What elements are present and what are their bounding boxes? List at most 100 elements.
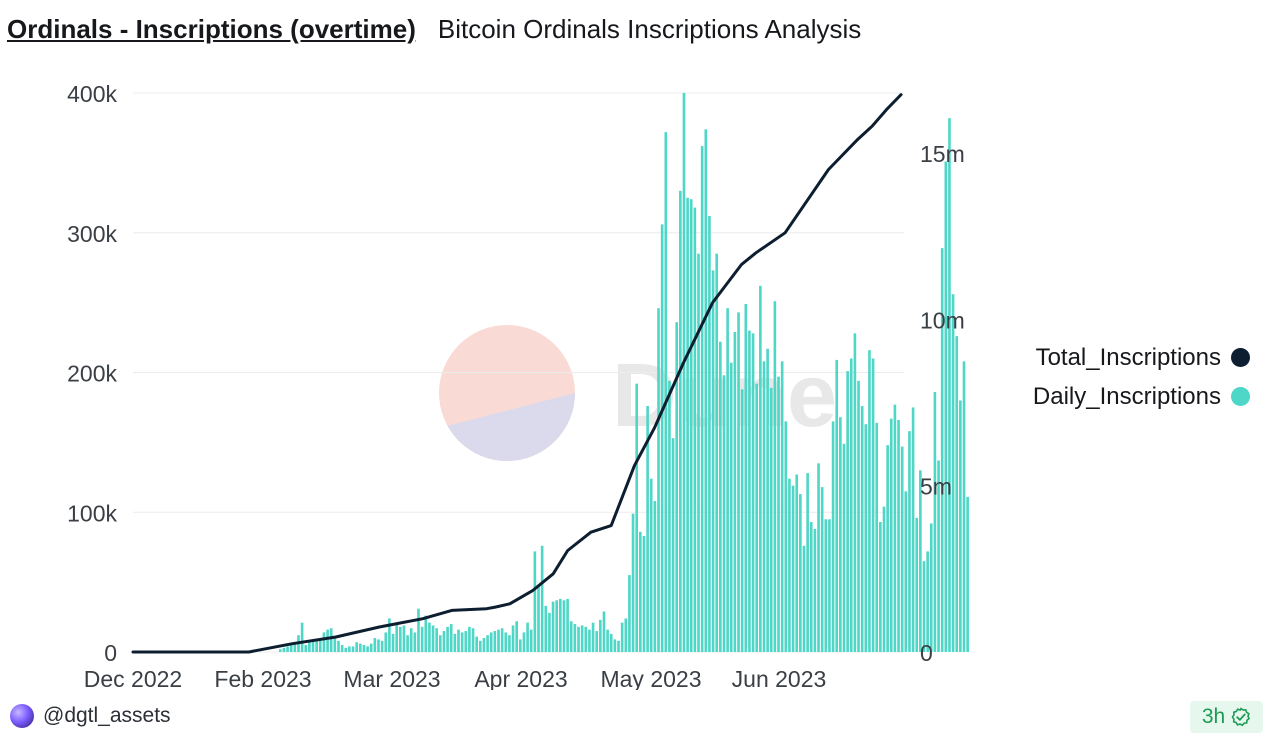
legend-dot-daily-icon bbox=[1231, 387, 1250, 406]
daily-bar bbox=[464, 631, 468, 652]
daily-bar bbox=[697, 253, 700, 652]
x-tick-label: Dec 2022 bbox=[84, 666, 182, 690]
daily-bar bbox=[395, 624, 398, 652]
daily-bar bbox=[959, 400, 962, 652]
daily-bar bbox=[344, 647, 348, 652]
daily-bar bbox=[348, 646, 351, 652]
daily-bar bbox=[820, 487, 824, 652]
author-link[interactable]: @dgtl_assets bbox=[10, 704, 171, 728]
daily-bar bbox=[766, 348, 769, 652]
daily-bar bbox=[806, 473, 809, 652]
daily-bar bbox=[366, 646, 369, 652]
daily-bar bbox=[904, 491, 908, 652]
check-circle-icon bbox=[1231, 707, 1251, 727]
daily-bar bbox=[337, 640, 340, 652]
daily-bar bbox=[449, 624, 453, 652]
daily-bar bbox=[755, 383, 759, 652]
x-tick-label: Jun 2023 bbox=[732, 666, 827, 690]
daily-bar bbox=[708, 215, 711, 653]
daily-bar bbox=[639, 531, 642, 652]
daily-bar bbox=[599, 619, 602, 652]
legend-item-total[interactable]: Total_Inscriptions bbox=[1000, 338, 1250, 377]
daily-bar bbox=[915, 517, 919, 652]
daily-bar bbox=[886, 445, 889, 652]
daily-bar bbox=[719, 341, 722, 652]
daily-bar bbox=[362, 645, 366, 652]
daily-bar bbox=[922, 561, 926, 652]
daily-bar bbox=[413, 632, 417, 652]
daily-bar bbox=[933, 392, 937, 652]
daily-bar bbox=[784, 421, 788, 652]
daily-bar bbox=[624, 618, 628, 652]
daily-bar bbox=[726, 308, 729, 652]
daily-bar bbox=[675, 322, 679, 652]
daily-bar bbox=[646, 406, 649, 652]
daily-bar bbox=[504, 632, 508, 652]
legend-label-daily: Daily_Inscriptions bbox=[1032, 382, 1221, 410]
y-left-tick-label: 300k bbox=[67, 221, 117, 247]
daily-bar bbox=[340, 645, 344, 652]
daily-bar bbox=[679, 190, 682, 652]
daily-bar bbox=[897, 420, 900, 652]
daily-bar bbox=[573, 624, 577, 652]
daily-bar bbox=[409, 628, 413, 652]
daily-bar bbox=[795, 474, 799, 652]
daily-bar bbox=[609, 633, 613, 652]
daily-bar bbox=[588, 629, 591, 652]
daily-bar bbox=[849, 358, 853, 652]
y-left-tick-label: 0 bbox=[104, 640, 117, 666]
daily-bar bbox=[566, 598, 569, 652]
daily-bar bbox=[282, 647, 286, 652]
daily-bar bbox=[729, 362, 733, 652]
daily-bar bbox=[577, 626, 580, 652]
daily-bar bbox=[711, 270, 715, 652]
chart-title-link[interactable]: Ordinals - Inscriptions (overtime) bbox=[7, 14, 416, 44]
daily-bar bbox=[966, 496, 969, 652]
daily-bar bbox=[537, 586, 540, 652]
daily-bar bbox=[380, 640, 384, 652]
daily-bar bbox=[868, 350, 871, 652]
daily-bar bbox=[635, 383, 639, 652]
daily-bar bbox=[479, 640, 482, 652]
daily-bar bbox=[700, 146, 704, 652]
daily-bar bbox=[369, 643, 373, 652]
x-tick-label: Apr 2023 bbox=[474, 666, 567, 690]
chart-subtitle: Bitcoin Ordinals Inscriptions Analysis bbox=[437, 14, 862, 44]
daily-bar bbox=[580, 625, 584, 652]
daily-bar bbox=[278, 649, 282, 652]
daily-bar bbox=[482, 638, 486, 652]
y-right-tick-label: 10m bbox=[920, 307, 965, 333]
daily-bar bbox=[606, 629, 609, 652]
daily-bar bbox=[289, 645, 293, 652]
daily-bar bbox=[355, 642, 358, 652]
daily-bar bbox=[926, 551, 929, 652]
daily-bar bbox=[682, 93, 686, 652]
daily-bar bbox=[453, 633, 457, 652]
daily-bar bbox=[315, 639, 318, 652]
daily-bar bbox=[900, 446, 904, 652]
daily-bar bbox=[744, 304, 748, 652]
daily-bar bbox=[377, 639, 380, 652]
y-left-tick-label: 200k bbox=[67, 361, 117, 387]
daily-bar bbox=[569, 621, 573, 652]
daily-bar bbox=[889, 418, 893, 652]
daily-bar bbox=[515, 621, 518, 652]
legend-item-daily[interactable]: Daily_Inscriptions bbox=[1000, 377, 1250, 416]
daily-bar bbox=[457, 629, 460, 652]
daily-bar bbox=[817, 463, 820, 652]
legend-dot-total-icon bbox=[1231, 348, 1250, 367]
daily-bar bbox=[860, 406, 864, 652]
freshness-badge[interactable]: 3h bbox=[1190, 701, 1263, 733]
daily-bar bbox=[493, 631, 497, 652]
daily-bar bbox=[511, 625, 515, 652]
daily-bar bbox=[497, 629, 500, 652]
daily-bar bbox=[584, 626, 588, 652]
daily-bar bbox=[657, 308, 660, 652]
daily-bar bbox=[733, 331, 737, 652]
daily-bar bbox=[489, 632, 493, 652]
chart-legend: Total_Inscriptions Daily_Inscriptions bbox=[1000, 338, 1250, 416]
daily-bar bbox=[777, 376, 780, 652]
daily-bar bbox=[293, 642, 297, 652]
x-tick-label: Mar 2023 bbox=[343, 666, 440, 690]
daily-bar bbox=[748, 330, 751, 652]
